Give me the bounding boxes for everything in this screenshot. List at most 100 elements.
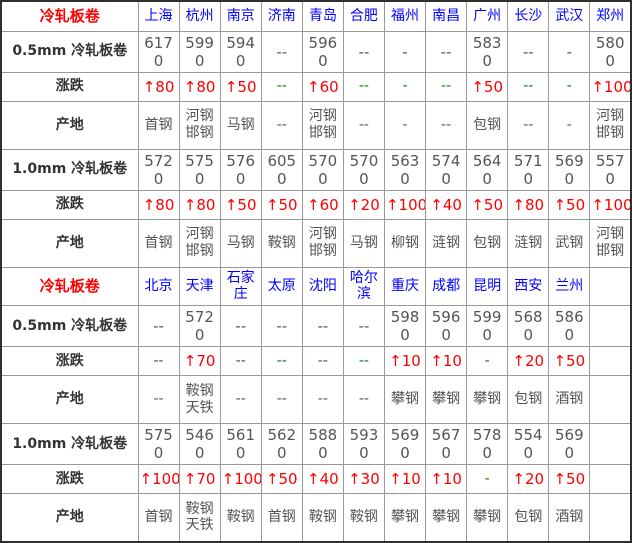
empty-cell <box>589 346 632 377</box>
price-cell: 6170 <box>137 30 180 73</box>
city-link[interactable]: 武汉 <box>548 0 591 32</box>
origin-cell: 包钢 <box>466 100 509 150</box>
city-link[interactable]: 福州 <box>383 0 427 32</box>
origin-cell: 武钢 <box>548 218 591 268</box>
city-link[interactable]: 沈阳 <box>301 266 344 307</box>
change-cell: ↑100 <box>219 464 262 495</box>
price-cell: 6050 <box>260 148 303 191</box>
city-link[interactable]: 哈尔滨 <box>342 266 385 307</box>
origin-cell: 鞍钢天铁 <box>178 493 221 543</box>
table-row: 冷轧板卷 北京 天津 石家庄 太原 沈阳 哈尔滨 重庆 成都 昆明 西安 兰州 <box>0 266 632 307</box>
price-cell: 5690 <box>548 148 591 191</box>
table-row: 涨跌 ↑80 ↑80 ↑50 ↑50 ↑60 ↑20 ↑100 ↑40 ↑50 ↑80 ↑50 ↑100 <box>0 189 632 220</box>
city-link[interactable]: 西安 <box>507 266 550 307</box>
row-label: 产地 <box>0 100 139 150</box>
origin-cell: -- <box>342 100 385 150</box>
origin-cell: 包钢 <box>466 218 509 268</box>
city-link[interactable]: 太原 <box>260 266 303 307</box>
origin-cell: 攀钢 <box>466 493 509 543</box>
price-cell: - <box>548 30 591 73</box>
empty-cell <box>589 423 632 466</box>
empty-cell <box>589 305 632 348</box>
price-cell: 5690 <box>548 423 591 466</box>
row-label: 0.5mm 冷轧板卷 <box>0 30 139 73</box>
origin-cell: 鞍钢天铁 <box>178 375 221 425</box>
city-link[interactable]: 重庆 <box>383 266 427 307</box>
change-cell: - <box>548 71 591 102</box>
change-cell: -- <box>342 346 385 377</box>
table-row: 产地 首钢 鞍钢天铁 鞍钢 首钢 鞍钢 鞍钢 攀钢 攀钢 攀钢 包钢 酒钢 <box>0 493 632 543</box>
change-cell: ↑80 <box>137 189 180 220</box>
change-cell: - <box>466 346 509 377</box>
city-link[interactable]: 昆明 <box>466 266 509 307</box>
change-cell: -- <box>342 71 385 102</box>
origin-cell: 包钢 <box>507 493 550 543</box>
row-label: 涨跌 <box>0 189 139 220</box>
price-cell: 5460 <box>178 423 221 466</box>
change-cell: -- <box>260 346 303 377</box>
city-link[interactable]: 南京 <box>219 0 262 32</box>
price-cell: 5780 <box>466 423 509 466</box>
city-link[interactable]: 长沙 <box>507 0 550 32</box>
origin-cell: 马钢 <box>342 218 385 268</box>
city-link[interactable]: 兰州 <box>548 266 591 307</box>
price-cell: -- <box>507 30 550 73</box>
price-cell: 5720 <box>137 148 180 191</box>
origin-cell: -- <box>137 375 180 425</box>
change-cell: ↑10 <box>383 464 427 495</box>
price-cell: 5690 <box>383 423 427 466</box>
origin-cell: -- <box>342 375 385 425</box>
change-cell: ↑10 <box>383 346 427 377</box>
row-label: 涨跌 <box>0 346 139 377</box>
origin-cell: 鞍钢 <box>342 493 385 543</box>
price-cell: 5610 <box>219 423 262 466</box>
price-cell: 5760 <box>219 148 262 191</box>
price-cell: 5960 <box>425 305 468 348</box>
origin-cell: - <box>383 100 427 150</box>
city-link[interactable]: 杭州 <box>178 0 221 32</box>
change-cell: ↑50 <box>466 71 509 102</box>
change-cell: ↑70 <box>178 464 221 495</box>
origin-cell: 包钢 <box>507 375 550 425</box>
change-cell: ↑40 <box>425 189 468 220</box>
change-cell: ↑10 <box>425 346 468 377</box>
empty-cell <box>589 464 632 495</box>
change-cell: - <box>466 464 509 495</box>
change-cell: -- <box>260 71 303 102</box>
city-link[interactable]: 合肥 <box>342 0 385 32</box>
city-link[interactable]: 成都 <box>425 266 468 307</box>
origin-cell: 鞍钢 <box>219 493 262 543</box>
city-link[interactable]: 上海 <box>137 0 180 32</box>
city-link[interactable]: 北京 <box>137 266 180 307</box>
origin-cell: -- <box>507 100 550 150</box>
city-link[interactable]: 济南 <box>260 0 303 32</box>
price-cell: 5700 <box>342 148 385 191</box>
price-cell: 5800 <box>589 30 632 73</box>
price-cell: 5740 <box>425 148 468 191</box>
section-title: 冷轧板卷 <box>0 266 139 307</box>
change-cell: ↑30 <box>342 464 385 495</box>
row-label: 产地 <box>0 493 139 543</box>
city-link[interactable]: 广州 <box>466 0 509 32</box>
origin-cell: 河钢邯钢 <box>301 218 344 268</box>
price-cell: 5750 <box>178 148 221 191</box>
row-label: 产地 <box>0 375 139 425</box>
origin-cell: 涟钢 <box>507 218 550 268</box>
price-cell: 5880 <box>301 423 344 466</box>
change-cell: ↑50 <box>260 464 303 495</box>
city-link[interactable]: 郑州 <box>589 0 632 32</box>
city-link[interactable]: 石家庄 <box>219 266 262 307</box>
origin-cell: 马钢 <box>219 100 262 150</box>
change-cell: -- <box>137 346 180 377</box>
city-link[interactable]: 南昌 <box>425 0 468 32</box>
change-cell: ↑80 <box>507 189 550 220</box>
city-link[interactable]: 天津 <box>178 266 221 307</box>
origin-cell: 河钢邯钢 <box>178 218 221 268</box>
change-cell: -- <box>507 71 550 102</box>
origin-cell: 河钢邯钢 <box>589 218 632 268</box>
city-link[interactable]: 青岛 <box>301 0 344 32</box>
origin-cell: 河钢邯钢 <box>178 100 221 150</box>
price-cell: 5640 <box>466 148 509 191</box>
change-cell: ↑40 <box>301 464 344 495</box>
price-cell: -- <box>342 30 385 73</box>
